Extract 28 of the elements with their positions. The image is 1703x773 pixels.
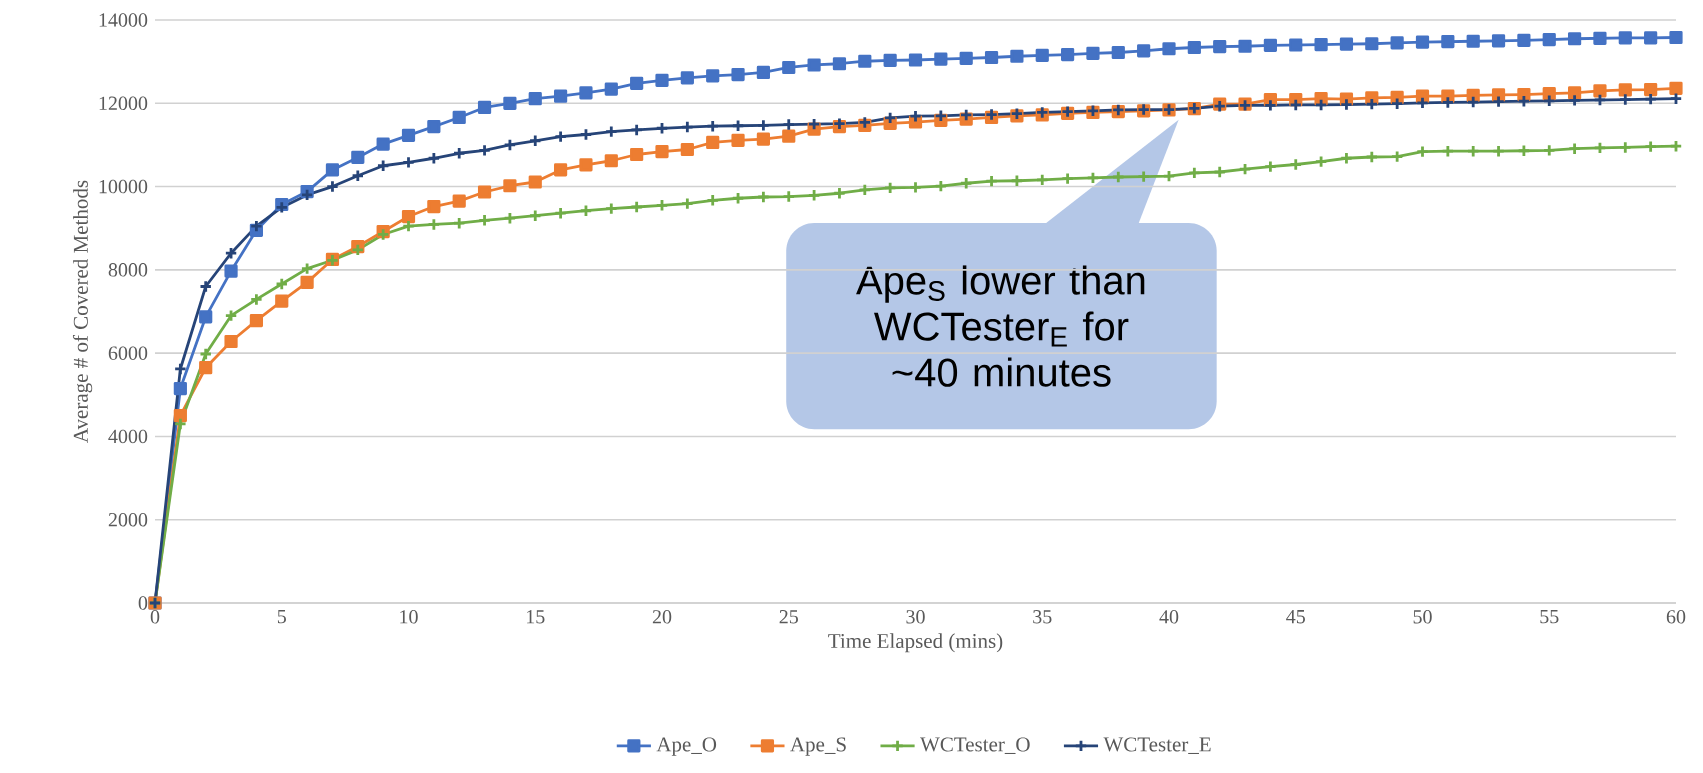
y-axis-title: Average # of Covered Methods bbox=[72, 180, 93, 443]
y-tick-label: 12000 bbox=[99, 96, 148, 111]
annotation: Ape$_{S}$ lower than WCTester$_{E}$ for ~40 minutes bbox=[856, 265, 1145, 387]
legend-label: Ape_S bbox=[790, 737, 846, 756]
x-axis-title: Time Elapsed (mins) bbox=[828, 633, 1003, 653]
x-tick-label: 5 bbox=[277, 610, 286, 624]
x-tick-label: 55 bbox=[1540, 610, 1559, 624]
x-tick-label: 60 bbox=[1666, 610, 1686, 624]
x-tick-label: 0 bbox=[150, 610, 160, 624]
x-tick-label: 35 bbox=[1033, 610, 1052, 624]
x-tick-label: 50 bbox=[1413, 610, 1432, 624]
x-tick-label: 25 bbox=[779, 610, 798, 624]
x-tick-label: 10 bbox=[400, 610, 418, 624]
y-tick-label: 4000 bbox=[108, 429, 148, 444]
y-tick-label: 14000 bbox=[99, 13, 148, 27]
legend-label: WCTester_O bbox=[920, 737, 1030, 754]
x-tick-label: 30 bbox=[906, 610, 925, 624]
legend-label: Ape_O bbox=[656, 737, 717, 756]
x-tick-label: 20 bbox=[652, 610, 672, 624]
x-tick-label: 40 bbox=[1159, 610, 1179, 624]
y-tick-label: 10000 bbox=[99, 179, 148, 194]
x-tick-label: 45 bbox=[1286, 610, 1305, 624]
y-tick-label: 2000 bbox=[108, 512, 148, 527]
legend-label: WCTester_E bbox=[1103, 737, 1211, 754]
y-tick-label: 0 bbox=[138, 596, 148, 610]
y-tick-label: 8000 bbox=[108, 263, 148, 277]
y-tick-label: 6000 bbox=[108, 346, 148, 360]
x-tick-label: 15 bbox=[527, 610, 545, 624]
